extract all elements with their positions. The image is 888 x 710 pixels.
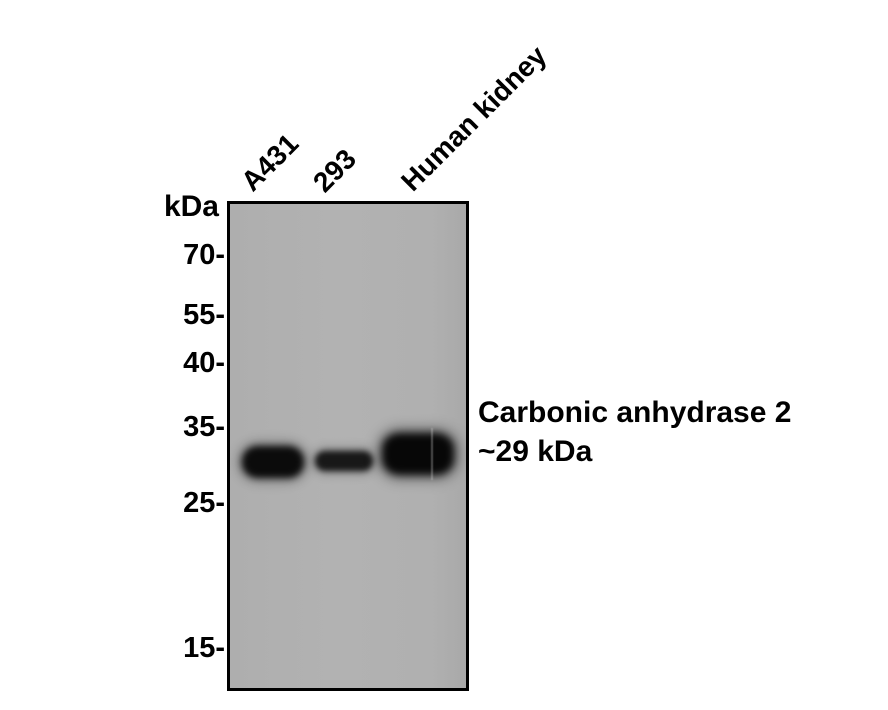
lane-label-human-kidney: Human kidney — [395, 39, 553, 198]
mw-marker-55: 55- — [183, 299, 225, 331]
band-293 — [315, 451, 373, 471]
mw-marker-35: 35- — [183, 411, 225, 443]
protein-weight: ~29 kDa — [478, 435, 593, 468]
mw-marker-15: 15- — [183, 632, 225, 664]
kda-unit-label: kDa — [163, 190, 219, 223]
band-a431 — [242, 446, 304, 478]
mw-marker-25: 25- — [183, 487, 225, 519]
mw-marker-70: 70- — [183, 239, 225, 271]
mw-marker-40: 40- — [183, 347, 225, 379]
lane-label-a431: A431 — [235, 127, 305, 197]
blot-membrane-panel — [227, 201, 469, 691]
protein-annotation: Carbonic anhydrase 2 ~29 kDa — [478, 393, 791, 471]
lane-label-293: 293 — [307, 143, 363, 198]
band-human-kidney — [382, 433, 454, 475]
film-scratch-artifact — [431, 428, 433, 480]
protein-name: Carbonic anhydrase 2 — [478, 396, 792, 429]
